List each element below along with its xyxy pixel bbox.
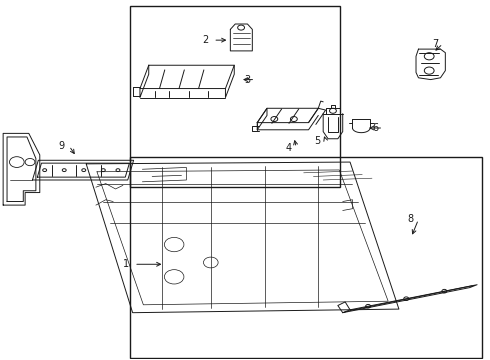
- Text: 3: 3: [244, 75, 250, 85]
- Bar: [130, 6, 340, 187]
- Text: 8: 8: [408, 215, 414, 224]
- Text: 6: 6: [372, 123, 378, 133]
- Text: 9: 9: [58, 141, 64, 151]
- Text: 2: 2: [202, 35, 208, 45]
- Text: 1: 1: [123, 259, 129, 269]
- Text: 4: 4: [285, 143, 292, 153]
- Bar: [130, 157, 482, 357]
- Text: 5: 5: [315, 136, 321, 145]
- Text: 7: 7: [432, 39, 438, 49]
